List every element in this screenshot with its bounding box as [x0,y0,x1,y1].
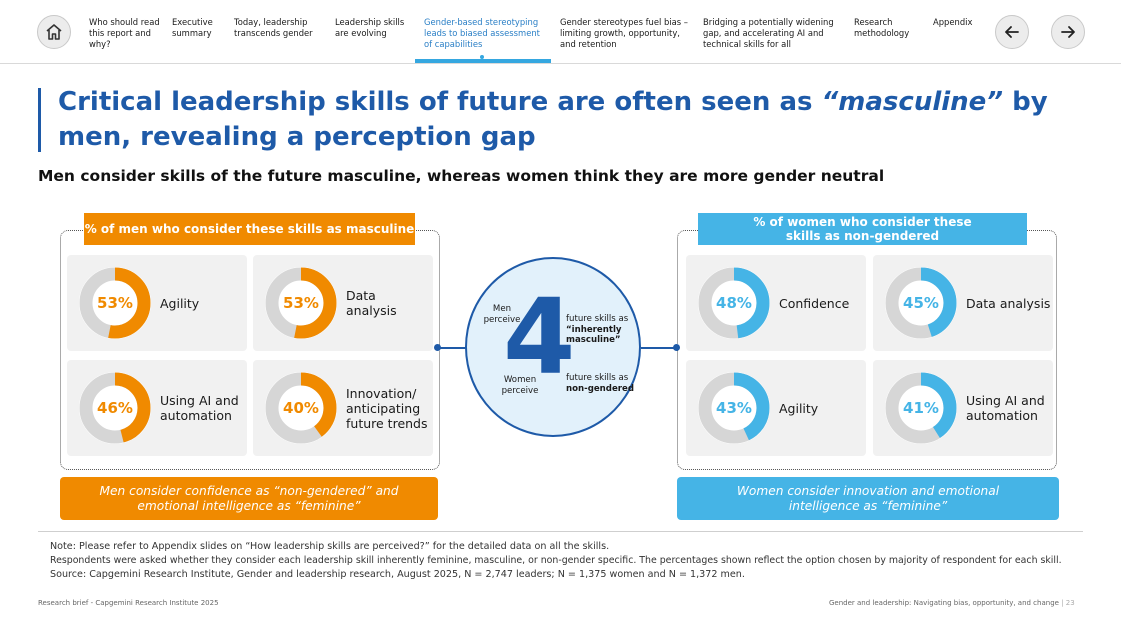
women-donut-ai-automation [885,372,957,444]
men-pct-data-analysis: 53% [283,294,319,312]
footer-left: Research brief - Capgemini Research Inst… [38,599,219,607]
donut-value-arc [79,372,151,444]
footnote-separator [38,531,1083,532]
men-label-innovation: Innovation/ anticipating future trends [346,385,428,431]
page-title: Critical leadership skills of future are… [58,85,1098,155]
home-button[interactable] [37,15,71,49]
title-emphasis: “masculine” [821,87,1004,117]
nav-item-gender-stereotyping[interactable]: Gender-based stereotyping leads to biase… [424,17,540,49]
men-pct-agility: 53% [97,294,133,312]
top-navigation: Who should read this report and why? Exe… [0,0,1121,64]
women-label-ai-automation: Using AI and automation [966,393,1045,423]
women-perceive-text-a: future skills as [566,373,629,383]
nav-item-research-methodology[interactable]: Research methodology [854,17,910,38]
women-perceive-text-b: non-gendered [566,383,635,394]
men-card-data-analysis: 53% Data analysis [253,255,433,351]
footnote-note: Note: Please refer to Appendix slides on… [50,541,610,552]
men-note-box: Men consider confidence as “non-gendered… [60,477,438,520]
men-note-text: Men consider confidence as “non-gendered… [99,483,399,513]
donut-value-arc [698,267,770,339]
men-card-innovation: 40% Innovation/ anticipating future tren… [253,360,433,456]
left-connector-dot [434,344,441,351]
men-donut-data-analysis [265,267,337,339]
page-subtitle: Men consider skills of the future mascul… [38,167,885,185]
men-donut-innovation [265,372,337,444]
women-panel-header-text: % of women who consider these skills as … [753,215,972,243]
next-button[interactable] [1051,15,1085,49]
women-pct-agility: 43% [716,399,752,417]
active-nav-underline [415,59,551,63]
women-donut-data-analysis [885,267,957,339]
women-pct-confidence: 48% [716,294,752,312]
donut-value-arc [698,372,770,444]
title-part-1: Critical leadership skills of future are… [58,87,822,117]
men-donut-agility [79,267,151,339]
footnote-source: Source: Capgemini Research Institute, Ge… [50,569,745,580]
women-label-agility: Agility [779,400,819,416]
nav-item-bridging-gap[interactable]: Bridging a potentially widening gap, and… [703,17,834,49]
nav-item-stereotypes-fuel-bias[interactable]: Gender stereotypes fuel bias – limiting … [560,17,688,49]
women-pct-data-analysis: 45% [903,294,939,312]
women-donut-confidence [698,267,770,339]
women-panel-header: % of women who consider these skills as … [698,213,1027,245]
women-donut-agility [698,372,770,444]
men-donut-ai-automation [79,372,151,444]
arrow-left-icon [1005,26,1019,38]
men-perceive-text: future skills as “inherently masculine” [566,314,632,346]
nav-item-executive-summary[interactable]: Executive summary [172,17,213,38]
donut-value-arc [265,372,337,444]
right-connector-dot [673,344,680,351]
center-summary-circle [465,257,641,437]
nav-item-appendix[interactable]: Appendix [933,17,973,27]
women-pct-ai-automation: 41% [903,399,939,417]
nav-item-who-should-read[interactable]: Who should read this report and why? [89,17,160,49]
active-nav-dot [480,55,484,59]
footer-report-title: Gender and leadership: Navigating bias, … [829,599,1059,607]
men-perceive-label: Men perceive [483,304,521,325]
men-label-data-analysis: Data analysis [346,288,397,318]
men-label-agility: Agility [160,295,200,311]
donut-value-arc [265,267,337,339]
women-card-data-analysis: 45% Data analysis [873,255,1053,351]
women-card-agility: 43% Agility [686,360,866,456]
women-perceive-label: Women perceive [501,375,539,396]
center-big-number: 4 [503,276,576,398]
women-note-box: Women consider innovation and emotional … [677,477,1059,520]
footnote-method: Respondents were asked whether they cons… [50,555,1062,566]
women-card-confidence: 48% Confidence [686,255,866,351]
donut-value-arc [79,267,151,339]
right-connector-line [641,347,677,349]
nav-item-leadership-transcends-gender[interactable]: Today, leadership transcends gender [234,17,313,38]
donut-value-arc [885,267,957,339]
nav-item-skills-evolving[interactable]: Leadership skills are evolving [335,17,405,38]
men-card-agility: 53% Agility [67,255,247,351]
home-icon [46,24,62,40]
men-label-ai-automation: Using AI and automation [160,393,239,423]
women-perceive-text: future skills as non-gendered [566,373,636,394]
previous-button[interactable] [995,15,1029,49]
men-panel-header: % of men who consider these skills as ma… [84,213,415,245]
women-note-text: Women consider innovation and emotional … [736,483,1000,513]
men-perceive-text-a: future skills as [566,314,629,324]
arrow-right-icon [1061,26,1075,38]
men-card-ai-automation: 46% Using AI and automation [67,360,247,456]
women-label-confidence: Confidence [779,295,850,311]
page-number: 23 [1065,599,1075,607]
footer-right: Gender and leadership: Navigating bias, … [829,599,1075,607]
title-accent-bar [38,88,41,152]
men-pct-innovation: 40% [283,399,319,417]
women-label-data-analysis: Data analysis [966,295,1051,311]
left-connector-line [440,347,466,349]
women-card-ai-automation: 41% Using AI and automation [873,360,1053,456]
men-perceive-text-b: “inherently masculine” [566,324,622,346]
donut-value-arc [885,372,957,444]
title-part-2: by men, revealing a perception gap [58,87,1048,152]
men-pct-ai-automation: 46% [97,399,133,417]
